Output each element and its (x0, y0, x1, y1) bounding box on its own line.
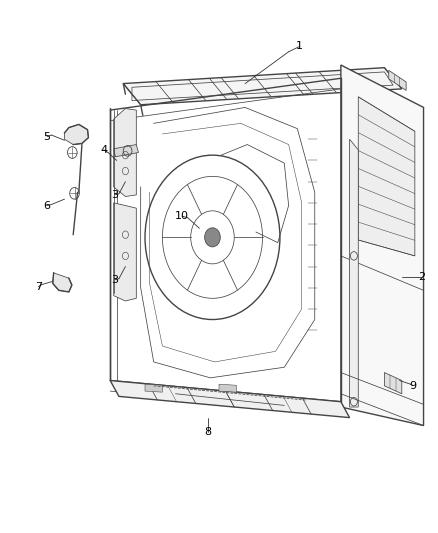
Text: 2: 2 (418, 272, 425, 282)
Polygon shape (110, 381, 350, 418)
Polygon shape (53, 273, 72, 292)
Polygon shape (219, 384, 237, 392)
Polygon shape (385, 373, 402, 394)
Polygon shape (358, 97, 415, 256)
Text: 8: 8 (205, 427, 212, 437)
Text: 9: 9 (409, 381, 416, 391)
Text: 7: 7 (35, 281, 42, 292)
Text: 4: 4 (100, 145, 107, 155)
Text: 6: 6 (44, 200, 50, 211)
Text: 1: 1 (296, 42, 303, 52)
Text: 3: 3 (111, 190, 118, 200)
Polygon shape (145, 384, 162, 392)
Polygon shape (114, 144, 138, 157)
Polygon shape (114, 109, 136, 197)
Polygon shape (123, 68, 402, 105)
Polygon shape (64, 124, 88, 144)
Polygon shape (114, 203, 136, 301)
Polygon shape (389, 70, 406, 91)
Polygon shape (350, 139, 358, 407)
Text: 3: 3 (111, 274, 118, 285)
Text: 10: 10 (175, 211, 189, 221)
Circle shape (205, 228, 220, 247)
Text: 5: 5 (44, 132, 50, 142)
Polygon shape (341, 65, 424, 425)
